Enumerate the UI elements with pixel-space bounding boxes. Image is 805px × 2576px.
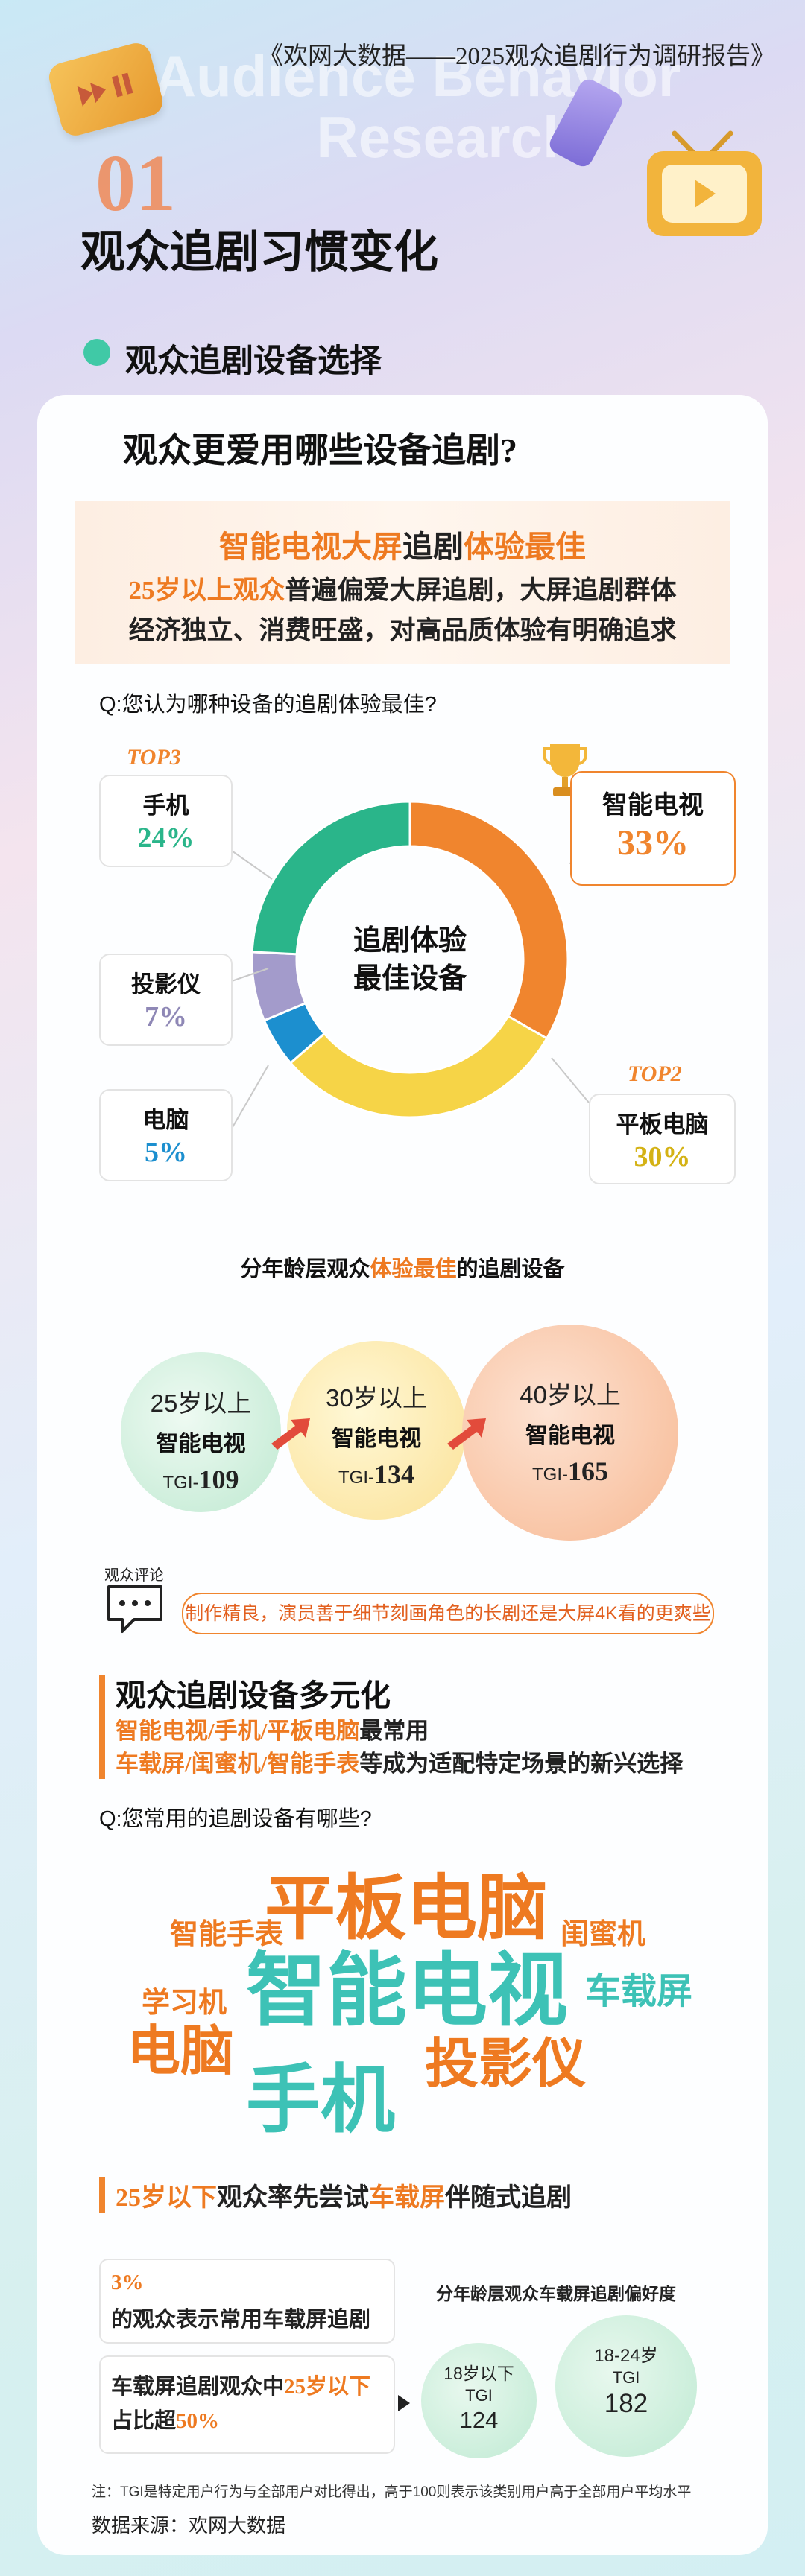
word-projector: 投影仪 xyxy=(425,2034,587,2094)
word-smart-tv: 智能电视 xyxy=(246,1947,569,2036)
arrow-icon xyxy=(271,1418,310,1450)
word-besties-machine: 闺蜜机 xyxy=(561,1919,646,1950)
rank-top3: TOP3 xyxy=(127,745,181,770)
diverse-title: 观众追剧设备多元化 xyxy=(116,1678,391,1713)
car-bubble-under18: 18岁以下 TGI 124 xyxy=(421,2343,537,2458)
car-title: 25岁以下观众率先尝试车载屏伴随式追剧 xyxy=(116,2184,572,2212)
word-phone: 手机 xyxy=(246,2059,395,2142)
age-bubble-30: 30岁以上 智能电视 TGI-134 xyxy=(287,1341,466,1520)
legend-box-tablet: 平板电脑 30% xyxy=(589,1094,736,1184)
car-bubble-18-24: 18-24岁 TGI 182 xyxy=(555,2315,697,2457)
comment-label: 观众评论 xyxy=(104,1567,164,1584)
legend-box-projector: 投影仪 7% xyxy=(99,954,233,1046)
section-title: 观众追剧习惯变化 xyxy=(80,228,438,277)
comment-text: 制作精良，演员善于细节刻画角色的长剧还是大屏4K看的更爽些 xyxy=(182,1593,714,1634)
car-stat-box-1: 3% 的观众表示常用车载屏追剧 xyxy=(99,2259,395,2344)
age-bubble-25: 25岁以上 智能电视 TGI-109 xyxy=(121,1352,281,1512)
legend-box-smart-tv: 智能电视 33% xyxy=(570,771,736,886)
highlight-text: 25岁以上观众普遍偏爱大屏追剧，大屏追剧群体 经济独立、消费旺盛，对高品质体验有… xyxy=(128,576,677,646)
highlight-panel xyxy=(75,501,730,664)
diverse-line-1: 智能电视/手机/平板电脑最常用 xyxy=(116,1718,429,1744)
highlight-title: 智能电视大屏追剧体验最佳 xyxy=(219,530,586,564)
donut-center-label: 追剧体验 最佳设备 xyxy=(353,925,467,995)
footer-source: 数据来源：欢网大数据 xyxy=(92,2514,286,2537)
word-smartwatch: 智能手表 xyxy=(170,1919,284,1950)
legend-box-phone: 手机 24% xyxy=(99,775,233,867)
section-number: 01 xyxy=(95,139,176,228)
car-stat-box-2: 车载屏追剧观众中25岁以下 占比超50% xyxy=(99,2355,395,2454)
donut-slice-0 xyxy=(408,800,569,1041)
question-1: Q:您认为哪种设备的追剧体验最佳? xyxy=(99,693,437,717)
donut-chart xyxy=(250,800,569,1119)
car-chart-title: 分年龄层观众车载屏追剧偏好度 xyxy=(436,2284,676,2303)
arrow-icon xyxy=(447,1418,486,1450)
retro-tv-icon xyxy=(641,130,768,242)
media-card-icon xyxy=(45,39,166,139)
pointer-icon xyxy=(398,2395,410,2411)
word-car-screen: 车载屏 xyxy=(585,1972,693,2011)
word-learning-machine: 学习机 xyxy=(142,1987,227,2019)
subsection-title: 观众追剧设备选择 xyxy=(125,343,382,379)
diverse-bar xyxy=(99,1675,105,1779)
rank-top2: TOP2 xyxy=(628,1062,682,1086)
word-tablet: 平板电脑 xyxy=(265,1869,549,1948)
footer-note: 注：TGI是特定用户行为与全部用户对比得出，高于100则表示该类别用户高于全部用… xyxy=(92,2484,692,2500)
report-title: 《欢网大数据——2025观众追剧行为调研报告》 xyxy=(259,43,775,70)
age-bubble-40: 40岁以上 智能电视 TGI-165 xyxy=(462,1325,678,1541)
legend-box-computer: 电脑 5% xyxy=(99,1089,233,1181)
diverse-line-2: 车载屏/闺蜜机/智能手表等成为适配特定场景的新兴选择 xyxy=(116,1751,684,1777)
donut-slice-1 xyxy=(288,1014,549,1119)
donut-slice-4 xyxy=(250,800,411,956)
subsection-dot xyxy=(83,339,110,366)
question-2: Q:您常用的追剧设备有哪些? xyxy=(99,1807,372,1831)
word-computer: 电脑 xyxy=(127,2022,235,2081)
background-title-text: Audience Behavior Research xyxy=(154,43,681,170)
chat-bubble-icon xyxy=(104,1584,165,1636)
age-section-title: 分年龄层观众体验最佳的追剧设备 xyxy=(240,1257,565,1281)
card-question-heading: 观众更爱用哪些设备追剧? xyxy=(123,431,517,469)
car-bar xyxy=(99,2177,105,2213)
